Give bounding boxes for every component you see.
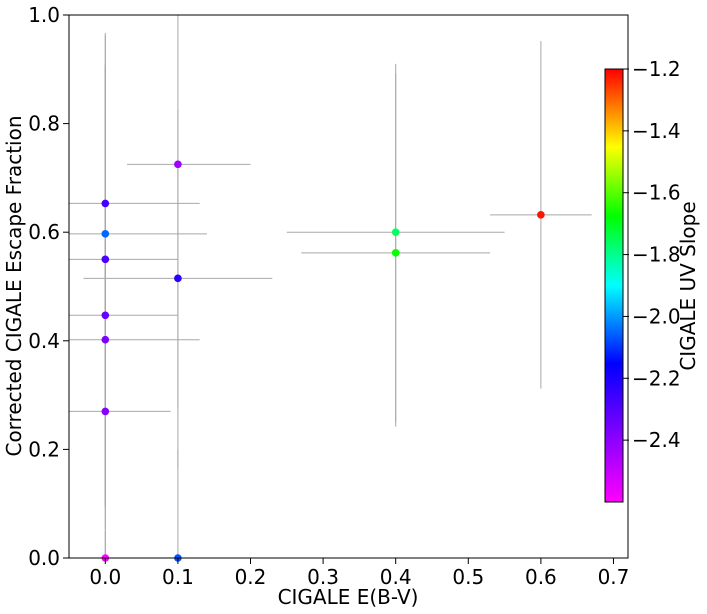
data-point xyxy=(391,249,400,257)
colorbar-label: CIGALE UV Slope xyxy=(676,201,700,370)
data-point xyxy=(101,230,110,238)
data-point xyxy=(101,407,110,416)
colorbar xyxy=(604,68,624,503)
error-bars xyxy=(69,15,592,558)
x-tick-label: 0.2 xyxy=(235,565,267,589)
colorbar-tick-label: −2.4 xyxy=(632,428,681,452)
x-tick-label: 0.1 xyxy=(162,565,194,589)
colorbar-ticks: −1.2 −1.4 −1.6 −1.8 −2.0 −2.2 −2.4 xyxy=(623,57,681,452)
data-points xyxy=(101,160,545,562)
data-point xyxy=(391,228,400,236)
data-point xyxy=(101,311,110,320)
data-point xyxy=(101,255,110,264)
x-tick-label: 0.6 xyxy=(525,565,557,589)
colorbar-tick-label: −2.2 xyxy=(632,366,681,390)
data-point xyxy=(101,335,110,344)
y-tick-label: 0.6 xyxy=(28,220,60,244)
y-axis-label: Corrected CIGALE Escape Fraction xyxy=(2,115,26,456)
x-axis-ticks: 0.0 0.1 0.2 0.3 0.4 0.5 0.6 0.7 xyxy=(89,558,629,589)
y-tick-label: 1.0 xyxy=(28,3,60,27)
data-point xyxy=(174,160,182,169)
colorbar-tick-label: −1.4 xyxy=(632,119,681,143)
y-tick-label: 0.2 xyxy=(28,437,60,461)
x-axis-label: CIGALE E(B-V) xyxy=(278,585,419,609)
colorbar-tick-label: −1.2 xyxy=(632,57,681,81)
x-tick-label: 0.3 xyxy=(307,565,339,589)
x-tick-label: 0.4 xyxy=(380,565,412,589)
colorbar-tick-label: −1.8 xyxy=(632,243,681,267)
x-tick-label: 0.7 xyxy=(598,565,630,589)
data-point xyxy=(537,211,545,219)
data-point xyxy=(174,274,182,283)
x-tick-label: 0.0 xyxy=(89,565,121,589)
y-tick-label: 0.4 xyxy=(28,329,60,353)
x-tick-label: 0.5 xyxy=(452,565,484,589)
y-tick-label: 0.8 xyxy=(28,112,60,136)
colorbar-tick-label: −1.6 xyxy=(632,181,681,205)
plot-frame xyxy=(68,14,629,559)
data-point xyxy=(101,199,110,208)
y-tick-label: 0.0 xyxy=(28,546,60,570)
colorbar-tick-label: −2.0 xyxy=(632,304,681,328)
y-axis-ticks: 0.0 0.2 0.4 0.6 0.8 1.0 xyxy=(28,3,69,570)
